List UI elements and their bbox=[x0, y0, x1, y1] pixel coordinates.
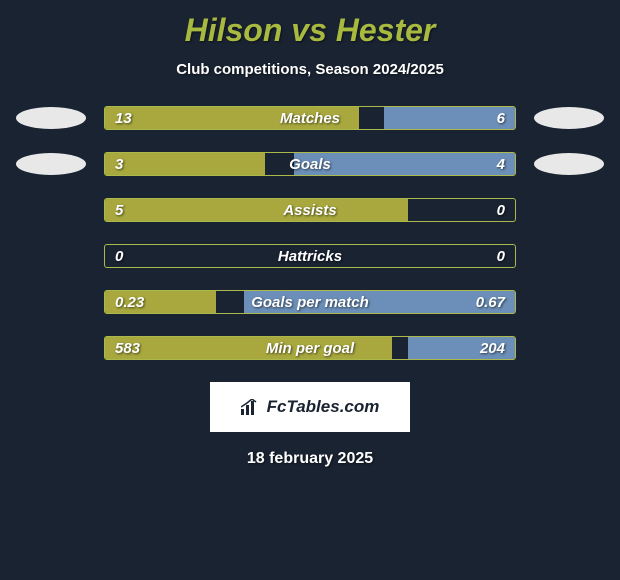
stat-label: Hattricks bbox=[105, 248, 515, 265]
stat-bar: 583204Min per goal bbox=[104, 336, 516, 360]
stat-row: 50Assists bbox=[16, 198, 604, 222]
bar-right-fill bbox=[384, 107, 515, 129]
stat-bar: 0 0Hattricks bbox=[104, 244, 516, 268]
bar-left-fill bbox=[105, 291, 216, 313]
subtitle: Club competitions, Season 2024/2025 bbox=[0, 61, 620, 78]
player-avatar-left bbox=[16, 153, 86, 175]
page-title: Hilson vs Hester bbox=[0, 0, 620, 49]
bar-left-fill bbox=[105, 107, 359, 129]
stat-row: 0.230.67Goals per match bbox=[16, 290, 604, 314]
chart-icon bbox=[241, 399, 261, 415]
value-right: 0 bbox=[497, 202, 505, 219]
stat-row: 0 0Hattricks bbox=[16, 244, 604, 268]
bar-left-fill bbox=[105, 337, 392, 359]
bar-right-fill bbox=[408, 337, 515, 359]
player-avatar-right bbox=[534, 153, 604, 175]
stat-bar: 136Matches bbox=[104, 106, 516, 130]
stat-bar: 50Assists bbox=[104, 198, 516, 222]
bar-left-fill bbox=[105, 153, 265, 175]
player-avatar-left bbox=[16, 107, 86, 129]
value-left: 0 bbox=[115, 248, 123, 265]
stat-row: 583204Min per goal bbox=[16, 336, 604, 360]
bar-right-fill bbox=[294, 153, 515, 175]
date-label: 18 february 2025 bbox=[0, 450, 620, 468]
bar-left-fill bbox=[105, 199, 408, 221]
stat-row: 136Matches bbox=[16, 106, 604, 130]
stat-bar: 34Goals bbox=[104, 152, 516, 176]
stat-bar: 0.230.67Goals per match bbox=[104, 290, 516, 314]
logo-box[interactable]: FcTables.com bbox=[210, 382, 410, 432]
player-avatar-right bbox=[534, 107, 604, 129]
value-right: 0 bbox=[497, 248, 505, 265]
bar-right-fill bbox=[244, 291, 515, 313]
logo-text: FcTables.com bbox=[267, 397, 380, 417]
stats-container: 136Matches34Goals50Assists00Hattricks0.2… bbox=[0, 106, 620, 360]
stat-row: 34Goals bbox=[16, 152, 604, 176]
